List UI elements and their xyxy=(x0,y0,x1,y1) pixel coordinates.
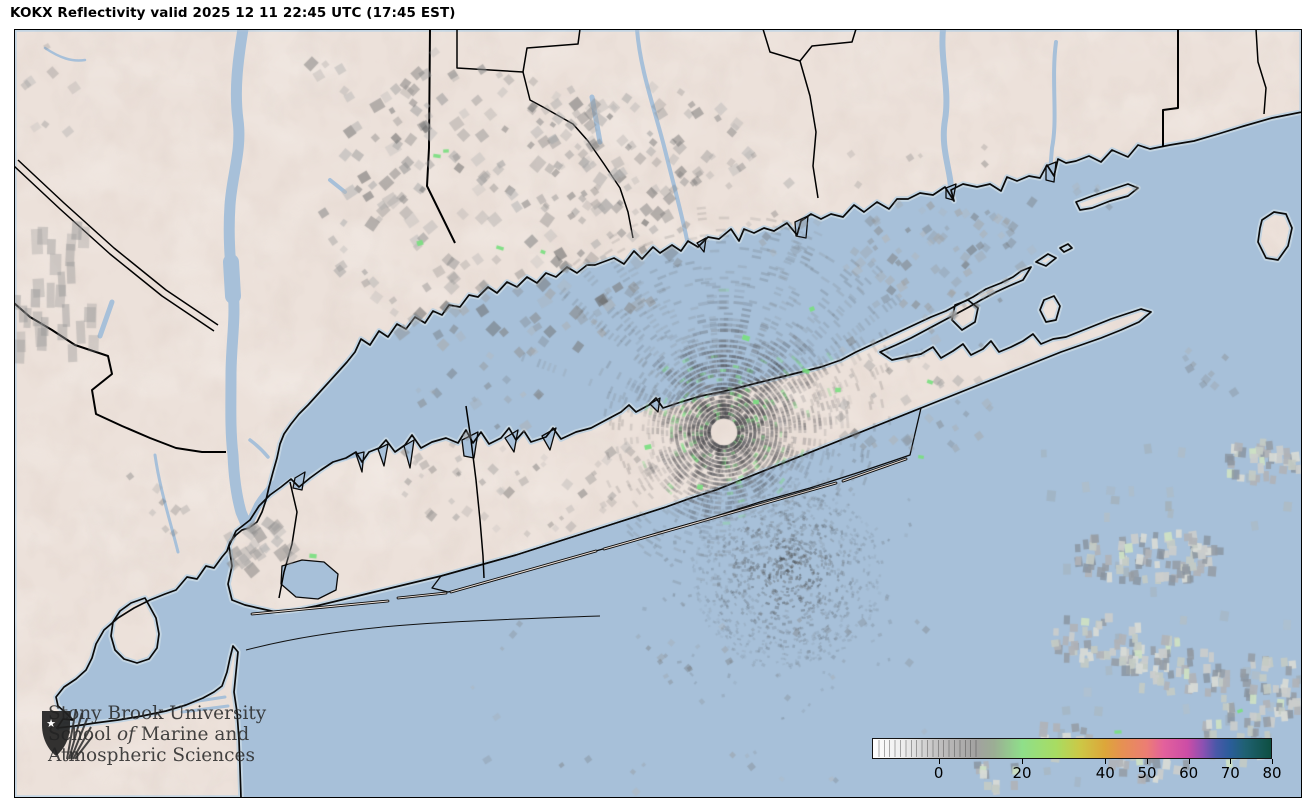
reflectivity-colorbar: 0 20 40 50 60 70 80 xyxy=(872,738,1282,782)
radar-map: ★ Stony Brook University School of Marin… xyxy=(14,29,1302,798)
colorbar-tick xyxy=(1230,759,1232,764)
colorbar-gray-segments xyxy=(874,740,978,757)
page-title: KOKX Reflectivity valid 2025 12 11 22:45… xyxy=(10,5,456,21)
svg-text:★: ★ xyxy=(46,717,56,730)
colorbar-tick-label: 40 xyxy=(1095,764,1115,782)
colorbar-tick xyxy=(1147,759,1148,764)
shield-icon: ★ xyxy=(42,709,92,760)
colorbar-gradient xyxy=(872,738,1272,759)
colorbar-tick-label: 80 xyxy=(1262,764,1282,782)
colorbar-tick xyxy=(1022,759,1023,764)
colorbar-tick-label: 20 xyxy=(1012,764,1032,782)
colorbar-tick-label: 0 xyxy=(933,764,944,782)
colorbar-tick xyxy=(1105,759,1107,764)
institution-logo: ★ Stony Brook University School of Marin… xyxy=(40,703,266,766)
logo-line-3: Atmospheric Sciences xyxy=(48,745,255,766)
logo-line-1: Stony Brook University xyxy=(48,703,267,724)
radar-echo-canvas xyxy=(14,29,1302,798)
colorbar-tick-label: 70 xyxy=(1220,764,1240,782)
colorbar-tick-label: 50 xyxy=(1137,764,1157,782)
colorbar-tick xyxy=(1188,759,1190,764)
colorbar-tick-label: 60 xyxy=(1179,764,1199,782)
colorbar-tick xyxy=(1272,759,1273,764)
colorbar-tick xyxy=(938,759,940,764)
